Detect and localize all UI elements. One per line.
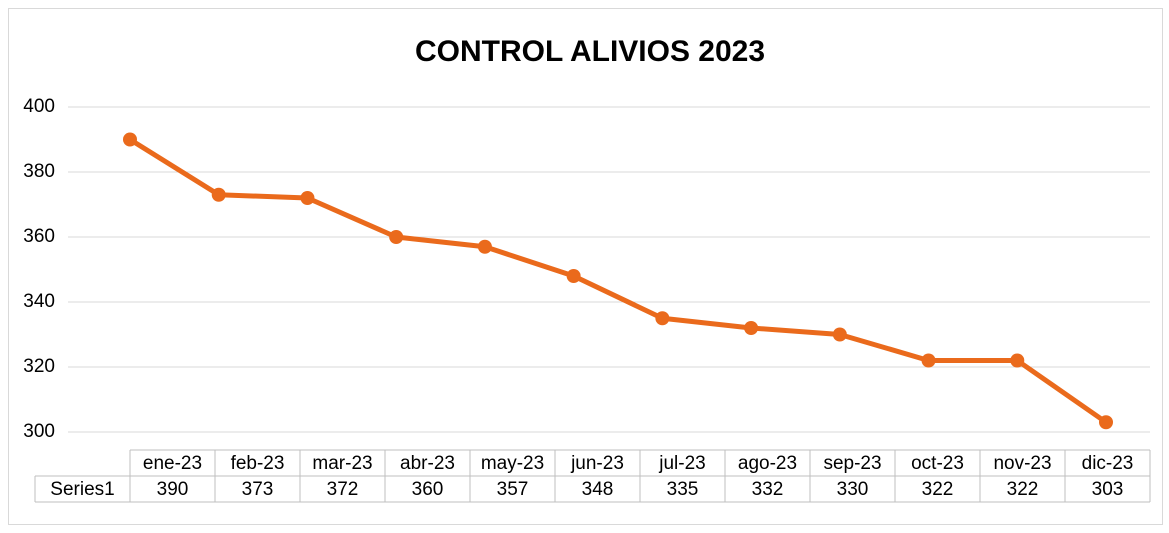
table-value: 373 [242,479,274,500]
data-point [655,311,670,326]
x-tick-label: ene-23 [143,453,202,474]
table-value: 360 [412,479,444,500]
table-value: 348 [582,479,614,500]
y-tick-label: 380 [23,161,55,182]
x-tick-label: ago-23 [738,453,797,474]
data-point [566,269,581,283]
table-value: 332 [752,479,784,500]
series-line [128,137,1108,425]
y-tick-label: 320 [23,356,55,377]
table-value: 372 [327,479,359,500]
data-point [832,327,847,342]
x-tick-label: feb-23 [231,453,285,474]
table-value: 335 [667,479,699,500]
x-tick-label: oct-23 [911,453,964,474]
x-tick-label: sep-23 [823,453,881,474]
data-point [211,187,226,202]
table-value: 357 [497,479,529,500]
x-tick-label: nov-23 [993,453,1051,474]
chart-border [8,8,1163,525]
chart-title: CONTROL ALIVIOS 2023 [415,35,765,68]
table-value: 322 [1007,479,1039,500]
table-value: 390 [157,479,189,500]
table-value: 322 [922,479,954,500]
x-tick-label: jun-23 [570,453,624,474]
y-tick-label: 360 [23,226,55,247]
x-tick-label: abr-23 [400,453,455,474]
data-point [1010,353,1025,368]
data-point [123,132,137,147]
x-tick-label: may-23 [481,453,544,474]
table-value: 330 [837,479,869,500]
table-value: 303 [1092,479,1124,500]
data-point [921,353,936,368]
x-tick-label: mar-23 [312,453,372,474]
x-tick-label: jul-23 [658,453,705,474]
data-point [1099,415,1113,430]
y-tick-label: 300 [23,421,55,442]
data-point [389,230,404,244]
data-point [300,191,315,205]
y-tick-label: 400 [23,96,55,117]
x-tick-label: dic-23 [1082,453,1134,474]
legend-label: Series1 [50,479,114,500]
data-point [477,239,492,254]
y-tick-label: 340 [23,291,55,312]
data-point [744,321,759,335]
